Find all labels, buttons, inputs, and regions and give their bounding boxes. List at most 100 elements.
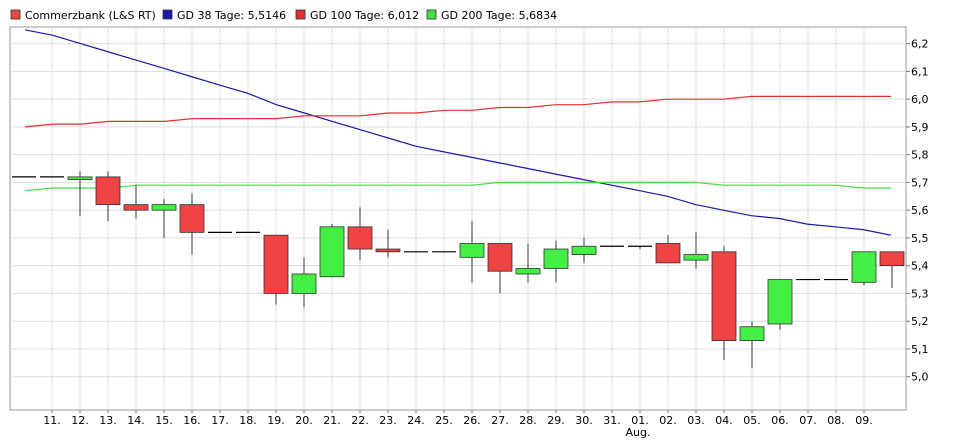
candle (879, 251, 905, 288)
candle (291, 257, 317, 308)
legend-label: GD 38 Tage: 5,5146 (177, 9, 286, 22)
candles (12, 171, 905, 369)
candle (767, 279, 793, 330)
candle (739, 321, 765, 369)
legend-swatch (426, 9, 437, 20)
y-tick-label: 5,9 (911, 121, 929, 134)
x-tick-label: 15. (155, 414, 173, 427)
y-tick-label: 5,3 (911, 287, 929, 300)
x-tick-label: 21. (323, 414, 341, 427)
x-axis: 11. 12. 13. 14. 15. 16. 17. 18. 19. 20. 21. 22. 23. 2… (43, 410, 873, 439)
y-tick-label: 6,0 (911, 93, 929, 106)
moving-average-line (24, 95, 891, 128)
x-tick-label: 24. (407, 414, 425, 427)
candle-body (655, 243, 681, 264)
x-tick-label: 31. (603, 414, 621, 427)
candle-body (683, 254, 709, 261)
x-tick-label: 12. (71, 414, 89, 427)
legend-item: Commerzbank (L&S RT) (10, 9, 156, 22)
y-tick-label: 5,4 (911, 260, 929, 273)
candle (711, 246, 737, 361)
candle (628, 245, 652, 250)
legend-swatch (10, 9, 21, 20)
y-axis: 5,0 5,1 5,2 5,3 5,4 5,5 5,6 5,7 5,8 5,9 6,0 6,1 6,2 (906, 38, 929, 384)
y-tick-label: 5,2 (911, 315, 929, 328)
candle-body (543, 248, 569, 269)
candle-body (851, 251, 877, 283)
x-tick-label: 28. (519, 414, 537, 427)
candle (543, 240, 569, 283)
x-tick-label: 11. (43, 414, 61, 427)
candle (67, 171, 93, 216)
x-tick-label: 22. (351, 414, 369, 427)
y-tick-label: 6,1 (911, 65, 929, 78)
candle-body (319, 226, 345, 278)
candle (515, 243, 541, 283)
month-label: Aug. (626, 426, 651, 439)
y-tick-label: 5,7 (911, 176, 929, 189)
x-tick-label: 30. (575, 414, 593, 427)
candle (123, 185, 149, 219)
legend-item: GD 38 Tage: 5,5146 (162, 9, 286, 22)
x-tick-label: 01. (631, 414, 649, 427)
candle-body (571, 245, 597, 255)
x-tick-label: 29. (547, 414, 565, 427)
x-tick-label: 19. (267, 414, 285, 427)
y-tick-label: 5,1 (911, 343, 929, 356)
candle (319, 224, 345, 278)
x-tick-label: 09. (855, 414, 873, 427)
candle-body (375, 248, 401, 253)
x-tick-label: 02. (659, 414, 677, 427)
moving-average-line (24, 29, 892, 236)
legend-swatch (162, 9, 173, 20)
candle (459, 221, 485, 283)
x-tick-label: 23. (379, 414, 397, 427)
x-tick-label: 16. (183, 414, 201, 427)
candle (375, 229, 401, 258)
legend-swatch (295, 9, 306, 20)
y-tick-label: 5,0 (911, 371, 929, 384)
y-tick-label: 5,8 (911, 149, 929, 162)
candle (179, 193, 205, 255)
candle (851, 251, 877, 286)
candle-body (487, 243, 513, 272)
candle (347, 207, 373, 261)
candle-body (263, 234, 289, 294)
moving-average-line (24, 181, 891, 192)
x-tick-label: 25. (435, 414, 453, 427)
x-tick-label: 04. (715, 414, 733, 427)
y-tick-label: 5,5 (911, 232, 929, 245)
candle-body (515, 268, 541, 275)
x-tick-label: 13. (99, 414, 117, 427)
plot-frame (9, 26, 907, 411)
candle (683, 232, 709, 269)
candle-body (151, 204, 177, 211)
legend: Commerzbank (L&S RT) GD 38 Tage: 5,5146 GD… (10, 9, 557, 22)
x-tick-label: 20. (295, 414, 313, 427)
candle-body (459, 243, 485, 258)
legend-label: GD 100 Tage: 6,012 (310, 9, 419, 22)
candle (95, 171, 121, 222)
x-tick-label: 06. (771, 414, 789, 427)
candle-body (291, 273, 317, 294)
legend-item: GD 100 Tage: 6,012 (295, 9, 419, 22)
candle (263, 234, 289, 305)
candle-body (95, 176, 121, 206)
candle (655, 235, 681, 264)
x-tick-label: 26. (463, 414, 481, 427)
y-tick-label: 5,6 (911, 204, 929, 217)
candle-body (347, 226, 373, 250)
candle-body (123, 204, 149, 211)
candle (571, 237, 597, 263)
legend-label: GD 200 Tage: 5,6834 (441, 9, 557, 22)
candle-body (879, 251, 905, 267)
candle-body (179, 204, 205, 233)
candle-body (739, 326, 765, 342)
candle-body (767, 279, 793, 325)
legend-item: GD 200 Tage: 5,6834 (426, 9, 557, 22)
x-tick-label: 08. (827, 414, 845, 427)
x-tick-label: 05. (743, 414, 761, 427)
candle (151, 199, 177, 238)
x-tick-label: 14. (127, 414, 145, 427)
